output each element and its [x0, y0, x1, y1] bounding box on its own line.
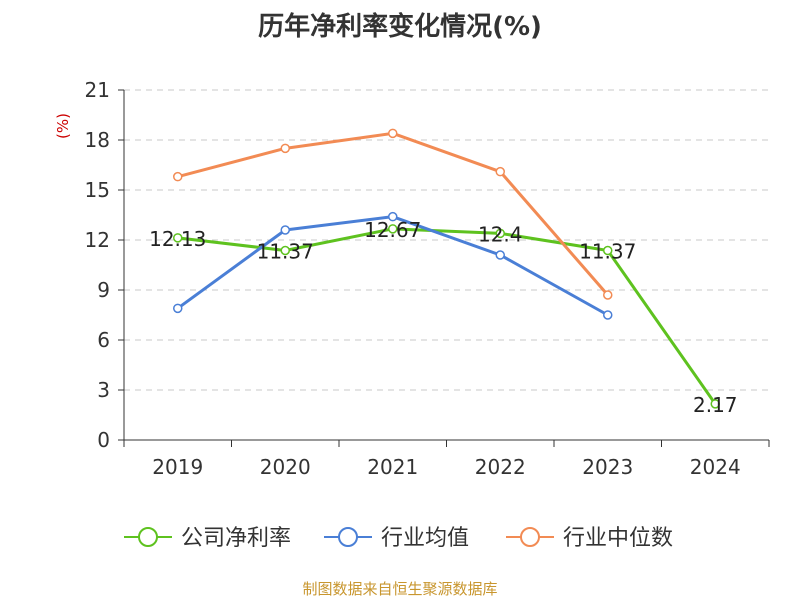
data-point [280, 245, 290, 256]
data-point [495, 166, 505, 177]
y-tick-label: 21 [85, 78, 110, 102]
y-tick-label: 12 [85, 228, 110, 252]
x-tick-label: 2024 [690, 455, 741, 479]
data-point [603, 245, 613, 256]
y-tick-label: 9 [97, 278, 110, 302]
y-tick-label: 0 [97, 428, 110, 452]
y-tick-label: 6 [97, 328, 110, 352]
data-point [388, 211, 398, 222]
data-point [388, 224, 398, 234]
data-label: 11.37 [579, 240, 636, 264]
x-tick-label: 2021 [367, 455, 418, 479]
data-label: 12.13 [149, 227, 206, 251]
legend-marker-1 [138, 527, 158, 547]
axes: 0 3 6 9 12 15 18 21 2019 2020 2021 2022 2023 2024 [85, 78, 770, 479]
data-point [603, 290, 613, 300]
data-point [710, 399, 720, 409]
data-point [280, 225, 290, 235]
data-labels: 12.13 11.37 12.67 12.4 11.37 2.17 [149, 218, 737, 417]
data-label: 12.4 [478, 222, 523, 246]
y-axis-label: (%) [54, 113, 72, 139]
x-tick-label: 2023 [582, 455, 633, 479]
data-point [280, 143, 290, 154]
chart-title: 历年净利率变化情况(%) [258, 12, 542, 42]
x-tick-label: 2019 [152, 455, 203, 479]
data-label: 11.37 [257, 240, 314, 264]
data-point [388, 128, 398, 139]
y-tick-label: 15 [85, 178, 110, 202]
legend-label-2: 行业均值 [381, 526, 469, 551]
grid-lines [124, 89, 769, 391]
data-point [603, 310, 613, 320]
series-group [173, 128, 720, 409]
legend-marker-3 [520, 527, 540, 547]
legend-label-1: 公司净利率 [181, 526, 291, 551]
data-point [173, 233, 183, 243]
legend: 公司净利率 行业均值 行业中位数 [124, 526, 673, 551]
data-label: 2.17 [693, 393, 738, 417]
legend-label-3: 行业中位数 [563, 526, 673, 551]
data-point [495, 228, 505, 239]
x-tick-label: 2020 [260, 455, 311, 479]
x-tick-label: 2022 [475, 455, 526, 479]
y-tick-label: 18 [85, 128, 110, 152]
data-label: 12.67 [364, 218, 421, 242]
data-point [173, 303, 183, 314]
y-tick-label: 3 [97, 378, 110, 402]
series-line-1 [177, 227, 717, 405]
source-footer: 制图数据来自恒生聚源数据库 [302, 580, 498, 598]
data-point [495, 250, 505, 260]
legend-marker-2 [338, 527, 358, 547]
data-point [173, 171, 183, 182]
